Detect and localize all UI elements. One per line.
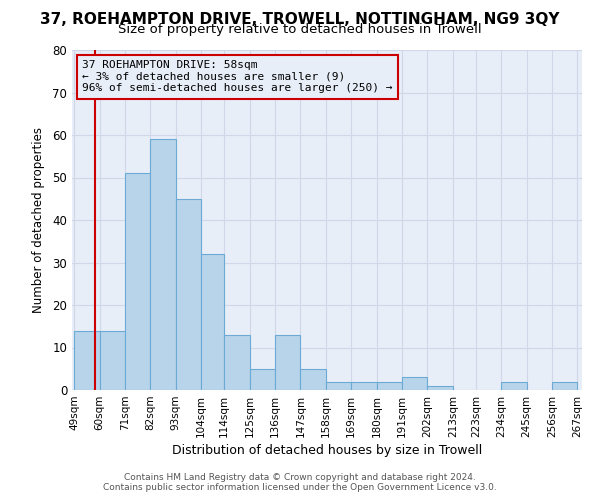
Y-axis label: Number of detached properties: Number of detached properties — [32, 127, 46, 313]
Bar — [402, 378, 427, 390]
Bar — [501, 382, 527, 390]
Text: Contains HM Land Registry data © Crown copyright and database right 2024.
Contai: Contains HM Land Registry data © Crown c… — [103, 473, 497, 492]
Bar — [125, 174, 151, 390]
Bar — [151, 139, 176, 390]
Bar — [100, 330, 125, 390]
Bar — [250, 369, 275, 390]
Bar — [224, 335, 250, 390]
Bar — [275, 335, 301, 390]
Bar — [74, 330, 100, 390]
Bar — [326, 382, 351, 390]
Bar — [351, 382, 377, 390]
Bar — [301, 369, 326, 390]
Text: 37, ROEHAMPTON DRIVE, TROWELL, NOTTINGHAM, NG9 3QY: 37, ROEHAMPTON DRIVE, TROWELL, NOTTINGHA… — [40, 12, 560, 28]
Bar — [377, 382, 402, 390]
Bar — [427, 386, 453, 390]
Bar — [552, 382, 577, 390]
X-axis label: Distribution of detached houses by size in Trowell: Distribution of detached houses by size … — [172, 444, 482, 457]
Bar — [201, 254, 224, 390]
Bar — [176, 198, 201, 390]
Text: 37 ROEHAMPTON DRIVE: 58sqm
← 3% of detached houses are smaller (9)
96% of semi-d: 37 ROEHAMPTON DRIVE: 58sqm ← 3% of detac… — [82, 60, 392, 94]
Text: Size of property relative to detached houses in Trowell: Size of property relative to detached ho… — [118, 22, 482, 36]
